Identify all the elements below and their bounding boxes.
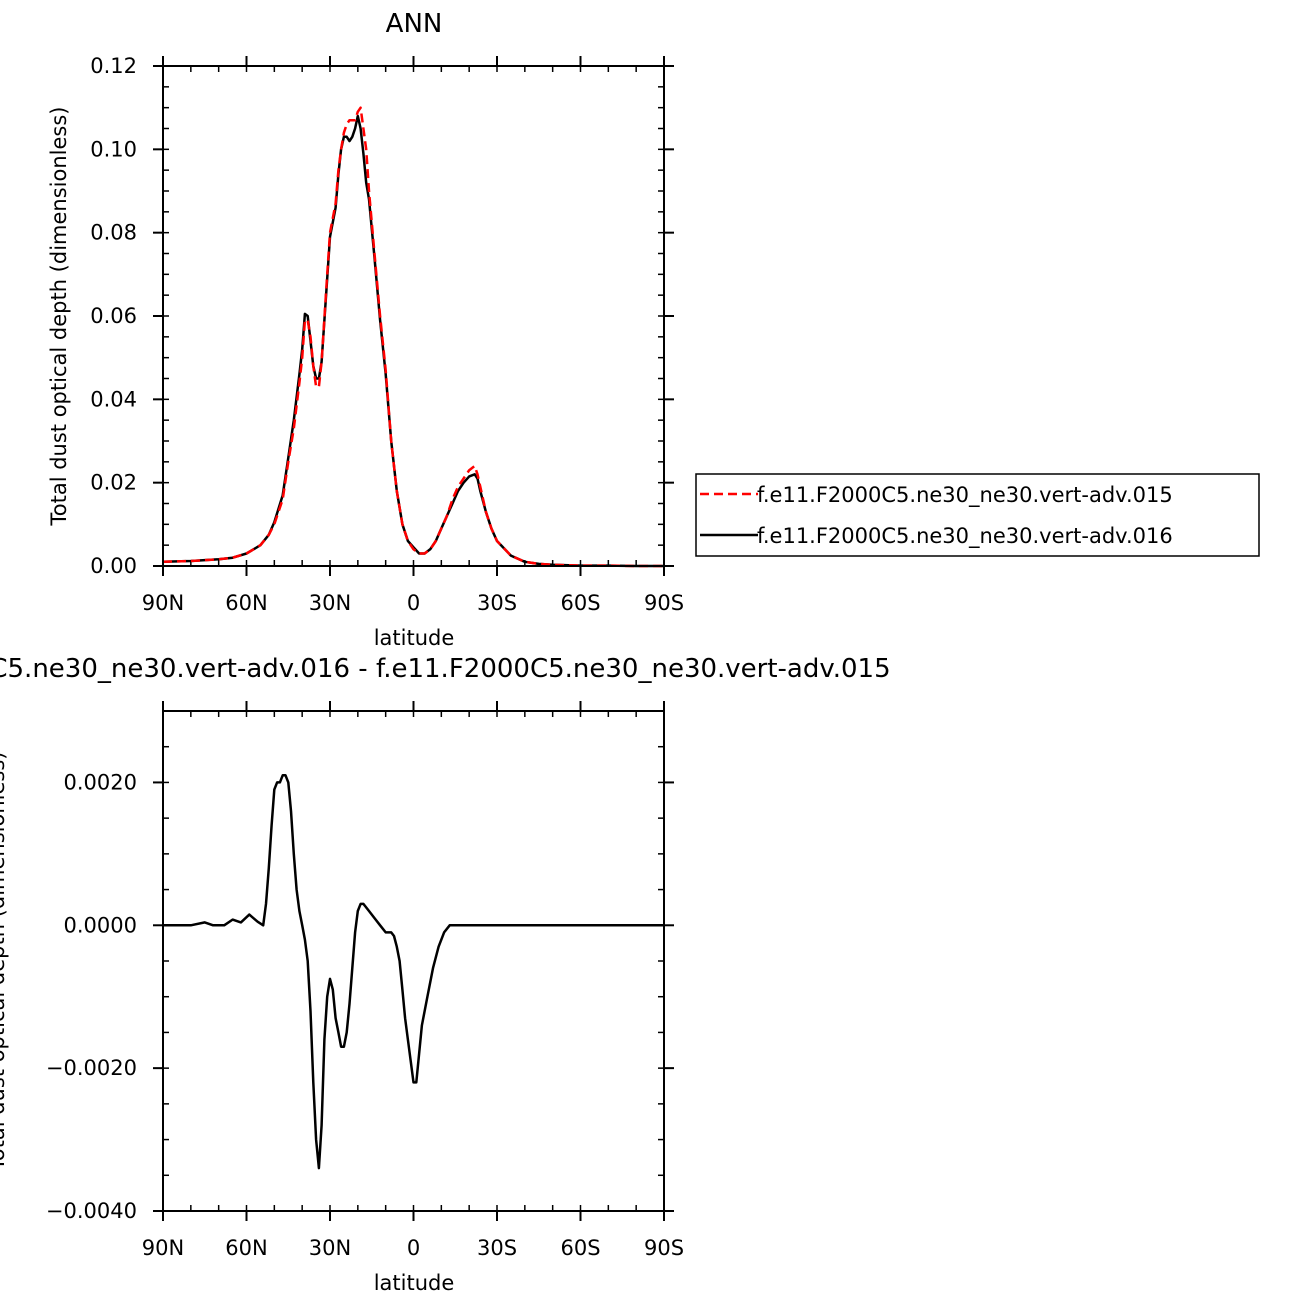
top-x-tick-label: 90S bbox=[644, 591, 684, 615]
bottom-ticks-group: 90N 60N 30N 0 30S 60S 90S −0.0040 −0.0020 0.0000 0… bbox=[46, 701, 684, 1260]
top-x-tick-label: 90N bbox=[142, 591, 184, 615]
top-x-tick-label: 60N bbox=[225, 591, 267, 615]
legend-label-015: f.e11.F2000C5.ne30_ne30.vert-adv.015 bbox=[757, 483, 1173, 508]
bottom-x-tick-label: 30S bbox=[477, 1236, 517, 1260]
top-y-tick-label: 0.04 bbox=[90, 387, 137, 411]
top-y-tick-label: 0.02 bbox=[90, 471, 137, 495]
top-series-line-1 bbox=[162, 106, 664, 568]
top-x-tick-label: 30S bbox=[477, 591, 517, 615]
top-y-tick-label: 0.12 bbox=[90, 54, 137, 78]
legend-box bbox=[695, 473, 1260, 557]
bottom-x-tick-label: 90S bbox=[644, 1236, 684, 1260]
legend: f.e11.F2000C5.ne30_ne30.vert-adv.015 f.e… bbox=[695, 473, 1260, 557]
chart-top: ANN latitude Total dust optical depth (d… bbox=[47, 9, 684, 650]
bottom-series-group bbox=[163, 774, 664, 1170]
top-y-tick-label: 0.00 bbox=[90, 554, 137, 578]
top-x-tick-label: 30N bbox=[309, 591, 351, 615]
bottom-y-tick-label: 0.0020 bbox=[64, 770, 137, 794]
top-series-line-2 bbox=[162, 114, 664, 568]
top-x-tick-label: 0 bbox=[407, 591, 420, 615]
top-series-group bbox=[162, 106, 664, 568]
bottom-chart-title: f.e11.F2000C5.ne30_ne30.vert-adv.016 - f… bbox=[0, 654, 891, 684]
bottom-plot-frame bbox=[162, 710, 665, 1212]
bottom-x-axis-label: latitude bbox=[374, 1271, 455, 1295]
bottom-x-tick-label: 0 bbox=[407, 1236, 420, 1260]
legend-label-016: f.e11.F2000C5.ne30_ne30.vert-adv.016 bbox=[757, 524, 1173, 549]
bottom-y-tick-label: −0.0020 bbox=[46, 1056, 137, 1080]
top-y-axis-label: Total dust optical depth (dimensionless) bbox=[47, 107, 71, 527]
bottom-x-tick-label: 60N bbox=[225, 1236, 267, 1260]
top-y-tick-label: 0.06 bbox=[90, 304, 137, 328]
top-chart-title: ANN bbox=[386, 9, 443, 39]
top-y-tick-label: 0.08 bbox=[90, 221, 137, 245]
bottom-y-axis-label: Total dust optical depth (dimensionless) bbox=[0, 752, 9, 1172]
bottom-y-tick-label: −0.0040 bbox=[46, 1199, 137, 1223]
bottom-x-tick-label: 30N bbox=[309, 1236, 351, 1260]
bottom-y-tick-label: 0.0000 bbox=[64, 913, 137, 937]
bottom-x-tick-label: 90N bbox=[142, 1236, 184, 1260]
bottom-x-tick-label: 60S bbox=[560, 1236, 600, 1260]
top-y-tick-label: 0.10 bbox=[90, 137, 137, 161]
top-x-tick-label: 60S bbox=[560, 591, 600, 615]
top-ticks-group: 90N 60N 30N 0 30S 60S 90S 0.00 0.02 0.04 0.06 0.08 0… bbox=[90, 54, 684, 615]
top-x-axis-label: latitude bbox=[374, 626, 455, 650]
bottom-series-line-1 bbox=[163, 774, 664, 1170]
top-plot-frame bbox=[162, 65, 665, 567]
chart-bottom: f.e11.F2000C5.ne30_ne30.vert-adv.016 - f… bbox=[0, 654, 891, 1295]
